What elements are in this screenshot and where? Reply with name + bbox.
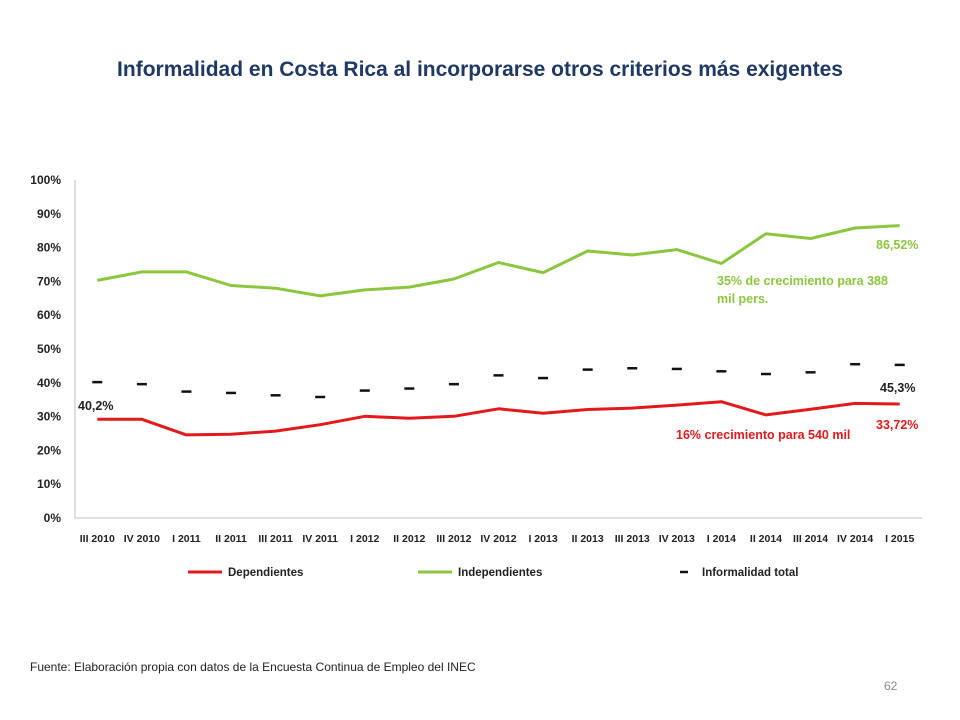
x-tick-label: I 2014 — [707, 533, 736, 545]
y-tick-label: 70% — [37, 274, 61, 288]
y-tick-label: 90% — [37, 207, 61, 221]
x-tick-label: III 2012 — [436, 533, 471, 545]
x-tick-label: II 2014 — [750, 533, 782, 545]
source-note: Fuente: Elaboración propia con datos de … — [30, 660, 476, 674]
annotation-label: 33,72% — [876, 418, 918, 432]
y-tick-label: 100% — [30, 173, 61, 187]
y-tick-label: 20% — [37, 443, 61, 457]
legend-label: Informalidad total — [702, 567, 798, 579]
y-tick-label: 80% — [37, 241, 61, 255]
x-tick-label: III 2010 — [80, 533, 115, 545]
legend-label: Independientes — [458, 567, 542, 579]
annotation-label: 45,3% — [880, 381, 915, 395]
annotation-label: 40,2% — [78, 399, 113, 413]
x-tick-label: II 2012 — [393, 533, 425, 545]
x-tick-label: II 2011 — [215, 533, 247, 545]
annotation-label: 16% crecimiento para 540 mil — [676, 428, 850, 442]
page-number: 62 — [884, 679, 898, 693]
x-tick-label: I 2013 — [528, 533, 557, 545]
annotation-label: 86,52% — [876, 238, 918, 252]
y-tick-label: 10% — [37, 477, 61, 491]
x-tick-label: IV 2011 — [302, 533, 338, 545]
y-tick-label: 30% — [37, 410, 61, 424]
y-tick-label: 40% — [37, 376, 61, 390]
x-tick-label: IV 2014 — [837, 533, 873, 545]
y-tick-label: 0% — [44, 511, 62, 525]
legend-label: Dependientes — [228, 567, 303, 579]
x-tick-label: I 2011 — [172, 533, 201, 545]
x-tick-label: I 2015 — [885, 533, 914, 545]
annotation-label: 35% de crecimiento para 388 mil pers. — [717, 274, 888, 306]
x-tick-label: III 2011 — [258, 533, 293, 545]
x-tick-label: III 2014 — [793, 533, 828, 545]
x-tick-label: II 2013 — [572, 533, 604, 545]
slide-title: Informalidad en Costa Rica al incorporar… — [117, 58, 843, 81]
y-tick-label: 50% — [37, 342, 61, 356]
series-line-independientes — [97, 224, 900, 298]
x-tick-label: IV 2013 — [659, 533, 695, 545]
series-line-dependientes — [97, 400, 900, 437]
x-tick-label: IV 2010 — [124, 533, 160, 545]
x-tick-label: IV 2012 — [480, 533, 516, 545]
y-tick-label: 60% — [37, 308, 61, 322]
x-tick-label: I 2012 — [350, 533, 379, 545]
x-tick-label: III 2013 — [615, 533, 650, 545]
